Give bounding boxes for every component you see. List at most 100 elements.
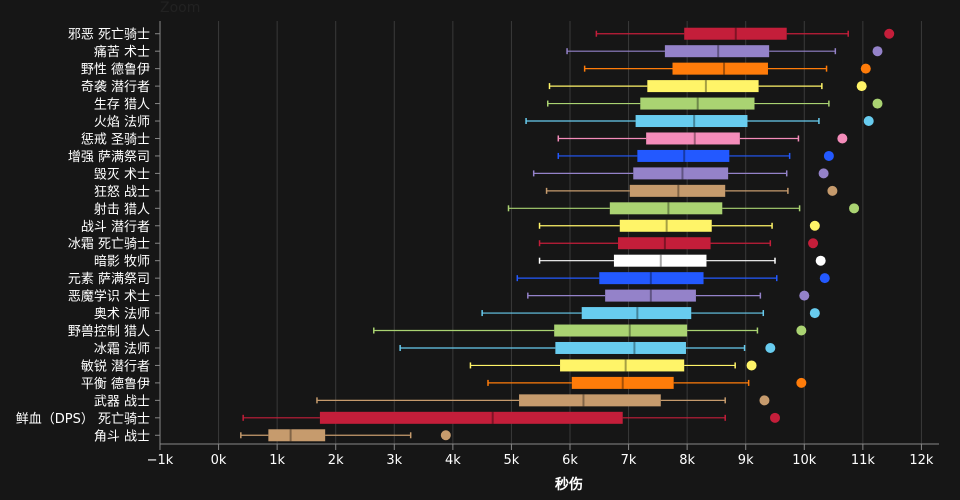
category-label: 惩戒 圣骑士 xyxy=(81,132,150,147)
outlier-point xyxy=(809,308,820,319)
box-iqr xyxy=(605,289,696,302)
box-0 xyxy=(595,27,895,40)
outlier-point xyxy=(818,168,829,179)
x-tick-label: 4k xyxy=(445,453,461,468)
box-18 xyxy=(399,341,776,354)
category-label: 野兽控制 猎人 xyxy=(68,325,150,340)
box-16 xyxy=(481,307,820,320)
box-series xyxy=(240,27,895,442)
category-label: 冰霜 死亡骑士 xyxy=(68,237,150,252)
box-iqr xyxy=(635,115,748,128)
box-iqr xyxy=(560,359,685,372)
box-iqr xyxy=(613,254,707,267)
outlier-point xyxy=(884,28,895,39)
outlier-point xyxy=(759,395,770,406)
x-tick-label: 12k xyxy=(909,453,934,468)
x-tick-label: 5k xyxy=(504,453,520,468)
x-tick-label: 7k xyxy=(621,453,637,468)
box-9 xyxy=(545,184,838,197)
box-iqr xyxy=(629,184,726,197)
category-label: 野性 德鲁伊 xyxy=(81,63,150,78)
outlier-point xyxy=(440,430,451,441)
box-iqr xyxy=(672,62,768,75)
box-10 xyxy=(507,202,860,215)
category-label: 火焰 法师 xyxy=(94,115,150,130)
category-label: 恶魔学识 术士 xyxy=(68,289,150,305)
x-tick-label: 11k xyxy=(851,453,876,468)
outlier-point xyxy=(819,273,830,284)
outlier-point xyxy=(837,133,848,144)
box-15 xyxy=(527,289,810,302)
category-label: 暗影 牧师 xyxy=(94,255,150,270)
category-label: 平衡 德鲁伊 xyxy=(81,377,150,392)
category-label: 邪恶 死亡骑士 xyxy=(68,28,150,43)
x-tick-label: 10k xyxy=(792,453,817,468)
box-22 xyxy=(242,411,780,424)
x-tick-label: 9k xyxy=(738,453,754,468)
box-14 xyxy=(516,272,830,285)
category-label: 痛苦 术士 xyxy=(94,44,150,60)
category-label: 鲜血（DPS） 死亡骑士 xyxy=(16,412,150,427)
outlier-point xyxy=(770,412,780,423)
x-tick-label: 1k xyxy=(269,453,285,468)
outlier-point xyxy=(863,116,874,127)
outlier-point xyxy=(796,325,807,336)
box-iqr xyxy=(618,237,711,250)
category-label: 奥术 法师 xyxy=(94,307,150,322)
x-tick-label: 0k xyxy=(211,453,227,468)
x-tick-labels: −1k 0k 1k 2k 3k 4k 5k 6k 7k 8k 9k 10k 11k 12k xyxy=(147,453,934,468)
category-label: 武器 战士 xyxy=(94,394,150,409)
outlier-point xyxy=(872,46,883,57)
box-1 xyxy=(566,45,883,58)
x-tick-label: −1k xyxy=(147,453,174,468)
x-tick-label: 6k xyxy=(562,453,578,468)
outlier-point xyxy=(849,203,860,214)
x-tick-label: 8k xyxy=(679,453,695,468)
outlier-point xyxy=(823,150,834,161)
category-label: 增强 萨满祭司 xyxy=(68,150,150,165)
category-label: 狂怒 战士 xyxy=(94,185,150,200)
category-label: 敏锐 潜行者 xyxy=(81,359,150,374)
box-8 xyxy=(532,167,829,180)
x-tick-label: 3k xyxy=(386,453,402,468)
outlier-point xyxy=(796,377,807,388)
outlier-point xyxy=(799,290,810,301)
box-iqr xyxy=(633,167,729,180)
outlier-point xyxy=(856,81,867,92)
box-6 xyxy=(557,132,848,145)
zoom-button[interactable]: Zoom xyxy=(160,0,200,16)
category-label: 元素 萨满祭司 xyxy=(68,272,150,287)
category-label: 毁灭 术士 xyxy=(94,167,150,182)
box-12 xyxy=(538,237,819,250)
outlier-point xyxy=(809,220,820,231)
box-iqr xyxy=(519,394,661,407)
outlier-point xyxy=(860,63,871,74)
box-5 xyxy=(525,115,874,128)
x-axis-title: 秒伤 xyxy=(555,476,583,493)
outlier-point xyxy=(827,185,838,196)
box-13 xyxy=(538,254,826,267)
box-20 xyxy=(487,376,807,389)
outlier-point xyxy=(746,360,757,371)
outlier-point xyxy=(872,98,883,109)
box-iqr xyxy=(554,324,688,337)
box-iqr xyxy=(640,97,755,110)
box-4 xyxy=(546,97,883,110)
box-iqr xyxy=(609,202,723,215)
box-iqr xyxy=(619,219,712,232)
box-21 xyxy=(316,394,770,407)
box-7 xyxy=(557,149,834,162)
category-label: 角斗 战士 xyxy=(94,429,150,444)
box-17 xyxy=(373,324,807,337)
category-label: 冰霜 法师 xyxy=(94,342,150,357)
outlier-point xyxy=(808,238,819,249)
outlier-point xyxy=(815,255,826,266)
box-iqr xyxy=(646,132,740,145)
box-3 xyxy=(548,80,867,93)
box-2 xyxy=(583,62,871,75)
category-label: 奇袭 潜行者 xyxy=(81,79,150,95)
category-label: 生存 猎人 xyxy=(94,98,150,113)
box-iqr xyxy=(268,429,326,442)
box-iqr xyxy=(637,149,730,162)
